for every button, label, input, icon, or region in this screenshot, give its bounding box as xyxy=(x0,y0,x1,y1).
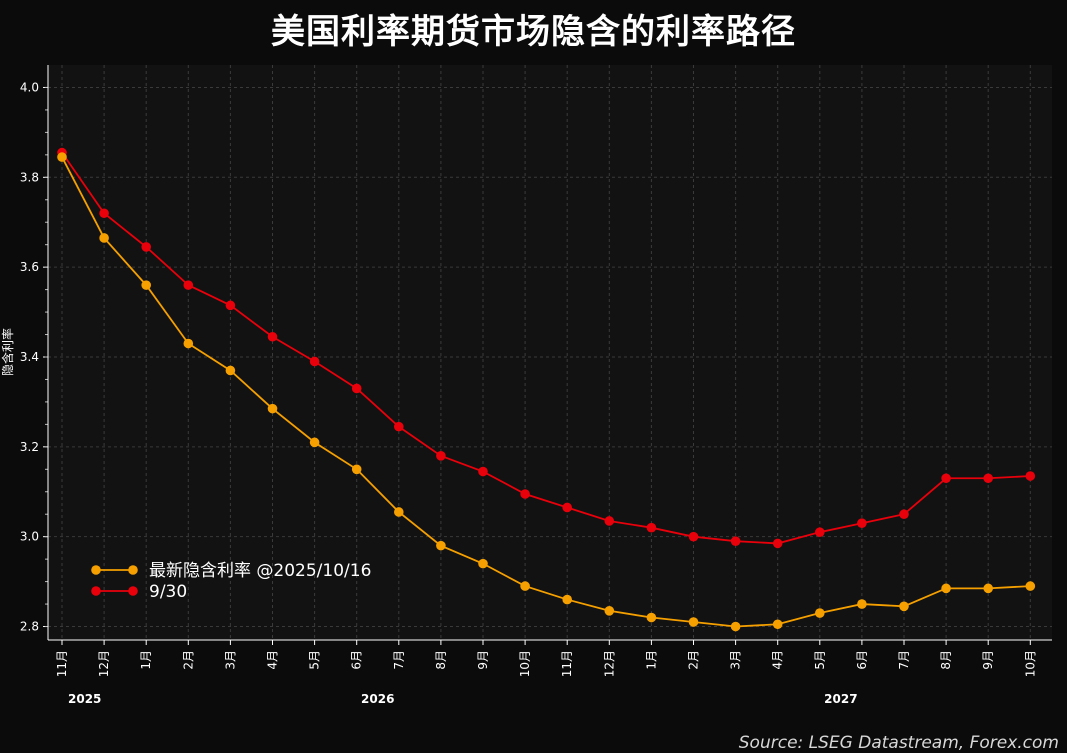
data-point xyxy=(520,489,530,499)
data-point xyxy=(57,152,67,162)
data-point xyxy=(436,540,446,551)
data-point xyxy=(478,558,488,569)
data-point xyxy=(520,581,530,591)
year-label: 2025 xyxy=(68,692,101,706)
x-tick-label: 2月 xyxy=(687,650,701,670)
x-tick-label: 1月 xyxy=(644,650,658,670)
data-point xyxy=(983,473,993,484)
data-point xyxy=(562,594,572,605)
x-tick-label: 10月 xyxy=(518,650,532,677)
x-tick-label: 6月 xyxy=(350,650,364,670)
x-tick-label: 7月 xyxy=(897,650,911,670)
data-point xyxy=(857,599,867,609)
data-point xyxy=(183,280,194,290)
series-line-1 xyxy=(61,152,1031,545)
data-point xyxy=(688,617,699,627)
chart-title: 美国利率期货市场隐含的利率路径 xyxy=(271,12,796,52)
plot-area xyxy=(48,65,1052,640)
data-point xyxy=(899,509,909,520)
x-tick-label: 8月 xyxy=(939,650,953,670)
x-tick-label: 10月 xyxy=(1023,650,1037,677)
data-point xyxy=(730,621,741,632)
data-point xyxy=(646,522,657,533)
data-point xyxy=(1025,581,1036,591)
y-tick-label: 3.4 xyxy=(20,350,39,364)
y-tick-label: 4.0 xyxy=(20,80,39,94)
legend-marker xyxy=(91,565,101,575)
data-point xyxy=(309,356,320,367)
data-point xyxy=(646,612,657,623)
data-point xyxy=(141,280,151,290)
data-point xyxy=(309,437,320,448)
data-point xyxy=(225,365,236,376)
legend-marker xyxy=(128,586,138,596)
x-tick-label: 9月 xyxy=(981,650,995,670)
x-tick-label: 7月 xyxy=(392,650,406,670)
x-tick-label: 2月 xyxy=(181,650,195,670)
legend-marker xyxy=(91,586,101,596)
data-point xyxy=(141,242,151,252)
data-point xyxy=(99,208,109,219)
data-point xyxy=(815,527,825,537)
data-point xyxy=(183,338,194,349)
data-point xyxy=(267,403,278,414)
data-point xyxy=(351,464,362,475)
year-label: 2027 xyxy=(824,692,857,706)
y-tick-label: 3.8 xyxy=(20,170,39,184)
x-tick-label: 9月 xyxy=(476,650,490,670)
series-line-0 xyxy=(61,156,1031,628)
y-tick-label: 3.0 xyxy=(20,530,39,544)
data-point xyxy=(772,538,783,549)
x-tick-label: 6月 xyxy=(855,650,869,670)
data-point xyxy=(983,583,993,594)
x-tick-label: 12月 xyxy=(602,650,616,677)
data-point xyxy=(394,421,404,432)
data-point xyxy=(1025,471,1036,481)
y-tick-label: 2.8 xyxy=(20,620,39,634)
x-tick-label: 4月 xyxy=(771,650,785,670)
data-point xyxy=(772,619,783,630)
source-note: Source: LSEG Datastream, Forex.com xyxy=(738,733,1059,753)
x-tick-label: 3月 xyxy=(729,650,743,670)
legend-label: 9/30 xyxy=(149,582,187,602)
y-axis-label: 隐含利率 xyxy=(0,328,15,376)
data-point xyxy=(604,516,615,526)
data-point xyxy=(562,502,572,513)
data-point xyxy=(815,608,825,618)
x-tick-label: 11月 xyxy=(560,650,574,677)
x-tick-label: 5月 xyxy=(813,650,827,670)
data-point xyxy=(688,531,699,542)
data-point xyxy=(99,233,109,243)
x-tick-label: 12月 xyxy=(97,650,111,677)
data-point xyxy=(730,536,741,546)
data-point xyxy=(267,331,278,342)
data-point xyxy=(394,507,404,517)
data-point xyxy=(436,451,446,461)
legend-label: 最新隐含利率 @2025/10/16 xyxy=(149,561,371,581)
y-tick-label: 3.6 xyxy=(20,260,39,274)
data-point xyxy=(478,466,488,477)
x-tick-label: 5月 xyxy=(308,650,322,670)
data-point xyxy=(941,583,951,594)
data-point xyxy=(899,601,909,612)
y-tick-label: 3.2 xyxy=(20,440,39,454)
x-tick-label: 11月 xyxy=(55,650,69,677)
x-tick-label: 8月 xyxy=(434,650,448,670)
data-point xyxy=(941,473,951,484)
year-label: 2026 xyxy=(361,692,394,706)
legend-marker xyxy=(128,565,138,575)
x-tick-label: 4月 xyxy=(266,650,280,670)
data-point xyxy=(225,300,236,311)
data-point xyxy=(604,606,615,616)
data-point xyxy=(351,383,362,394)
data-point xyxy=(857,518,867,529)
x-tick-label: 1月 xyxy=(139,650,153,670)
x-tick-label: 3月 xyxy=(223,650,237,670)
